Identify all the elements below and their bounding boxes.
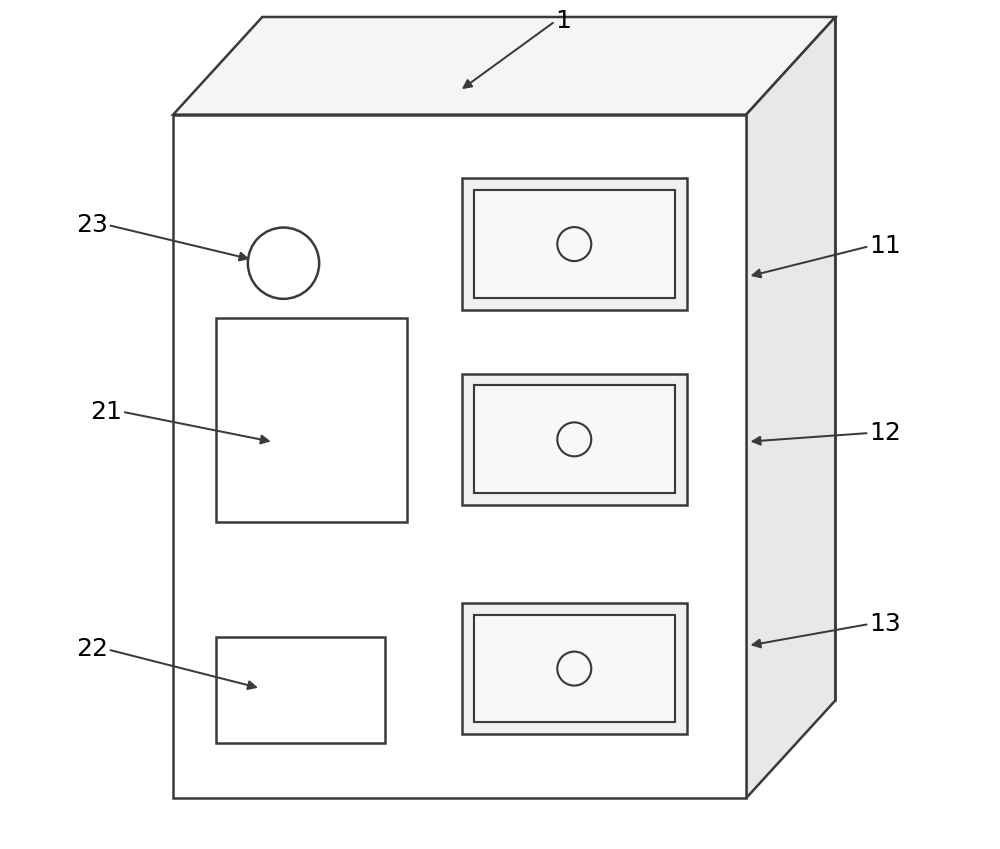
Polygon shape [173,17,835,115]
Bar [216,318,407,522]
Bar [474,615,675,722]
Text: 21: 21 [90,400,122,424]
Text: 23: 23 [76,213,108,237]
Polygon shape [173,115,746,798]
Text: 13: 13 [869,612,901,636]
Bar [462,603,687,734]
Bar [474,385,675,493]
Polygon shape [746,17,835,798]
Text: 1: 1 [555,9,571,33]
Text: 12: 12 [869,421,901,445]
Text: 11: 11 [869,234,901,258]
Bar [462,178,687,310]
Bar [462,374,687,505]
Bar [474,190,675,298]
Bar [216,637,385,743]
Text: 22: 22 [76,638,108,661]
